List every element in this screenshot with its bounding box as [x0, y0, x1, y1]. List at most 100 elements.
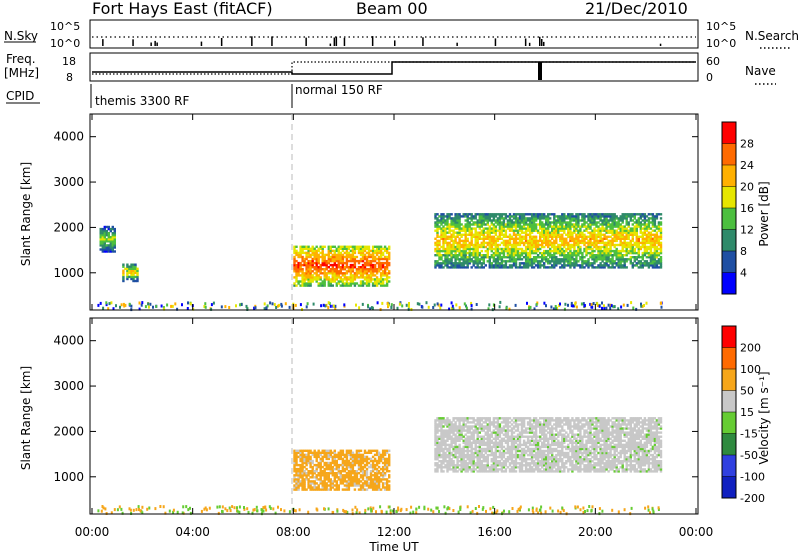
heatmap-cell — [335, 480, 338, 483]
heatmap-cell — [508, 229, 512, 232]
heatmap-cell — [307, 453, 310, 457]
heatmap-cell — [478, 243, 481, 247]
heatmap-cell — [617, 260, 620, 263]
heatmap-cell — [543, 239, 546, 243]
heatmap-cell — [351, 276, 355, 279]
heatmap-cell — [462, 260, 465, 263]
heatmap-cell — [649, 239, 653, 243]
heatmap-cell — [589, 239, 592, 243]
heatmap-cell — [375, 253, 379, 257]
heatmap-cell — [490, 239, 493, 243]
heatmap-cell — [635, 231, 638, 234]
heatmap-cell — [532, 239, 536, 243]
heatmap-cell — [311, 270, 314, 273]
heatmap-cell — [476, 264, 479, 267]
heatmap-cell — [607, 239, 610, 243]
heatmap-cell — [494, 254, 498, 257]
heatmap-cell — [446, 235, 449, 238]
heatmap-cell — [635, 221, 638, 224]
heatmap-cell — [456, 429, 459, 432]
heatmap-cell — [653, 239, 657, 243]
heatmap-cell — [641, 266, 644, 269]
heatmap-cell — [450, 460, 453, 463]
heatmap-cell — [585, 264, 588, 267]
heatmap-cell — [313, 257, 316, 261]
heatmap-cell — [488, 266, 491, 269]
heatmap-cell — [615, 254, 618, 257]
heatmap-cell — [621, 235, 624, 238]
heatmap-cell — [627, 241, 630, 245]
heatmap-cell — [611, 254, 614, 257]
heatmap-cell — [655, 235, 659, 238]
heatmap-cell — [105, 238, 108, 241]
heatmap-cell — [331, 482, 334, 485]
heatmap-cell — [480, 466, 483, 469]
heatmap-cell — [629, 247, 632, 251]
heatmap-cell — [383, 245, 387, 248]
heatmap-cell — [601, 241, 604, 245]
heatmap-cell — [299, 480, 302, 483]
heatmap-cell — [567, 251, 570, 255]
heatmap-cell — [333, 457, 336, 461]
heatmap-cell — [113, 238, 116, 241]
station-title: Fort Hays East (fitACF) — [92, 0, 273, 18]
heatmap-cell — [508, 266, 512, 269]
heatmap-cell — [321, 255, 324, 259]
heatmap-cell — [297, 255, 300, 259]
heatmap-cell — [597, 239, 600, 243]
heatmap-cell — [575, 227, 578, 230]
heatmap-cell — [450, 233, 453, 236]
heatmap-cell — [371, 467, 375, 471]
heatmap-cell — [101, 240, 104, 243]
heatmap-cell — [496, 251, 500, 255]
heatmap-cell — [450, 219, 453, 222]
heatmap-cell — [307, 484, 310, 487]
heatmap-cell — [293, 247, 296, 250]
heatmap-cell — [474, 231, 477, 234]
heatmap-cell — [655, 231, 659, 234]
heatmap-cell — [607, 254, 610, 257]
log-tick-low-left: 10^0 — [50, 37, 80, 50]
heatmap-cell — [655, 254, 659, 257]
heatmap-cell — [375, 467, 379, 471]
heatmap-cell — [492, 266, 496, 269]
heatmap-cell — [526, 239, 530, 243]
heatmap-cell — [299, 463, 302, 467]
heatmap-cell — [514, 237, 518, 240]
heatmap-cell — [474, 427, 477, 430]
heatmap-cell — [539, 231, 542, 234]
heatmap-cell — [512, 256, 516, 259]
heatmap-cell — [436, 466, 439, 469]
heatmap-cell — [365, 272, 369, 275]
heatmap-cell — [353, 274, 357, 277]
heatmap-cell — [446, 221, 449, 224]
heatmap-cell — [295, 280, 298, 283]
heatmap-cell — [319, 247, 322, 250]
heatmap-cell — [657, 235, 661, 238]
heatmap-cell — [460, 466, 463, 469]
heatmap-cell — [575, 215, 578, 218]
heatmap-cell — [599, 219, 602, 222]
heatmap-cell — [383, 467, 387, 471]
heatmap-cell — [293, 263, 296, 267]
heatmap-cell — [454, 451, 457, 455]
heatmap-cell — [472, 470, 475, 473]
heatmap-cell — [381, 247, 385, 250]
heatmap-cell — [369, 270, 373, 273]
heatmap-cell — [456, 462, 459, 465]
heatmap-cell — [657, 225, 661, 228]
heatmap-cell — [645, 223, 649, 226]
heatmap-cell — [520, 217, 524, 220]
heatmap-cell — [464, 229, 467, 232]
heatmap-cell — [450, 458, 453, 461]
heatmap-cell — [377, 259, 381, 263]
ground-scatter-cell — [598, 304, 601, 308]
heatmap-cell — [470, 217, 473, 220]
heatmap-cell — [361, 482, 365, 485]
heatmap-cell — [587, 260, 590, 263]
heatmap-cell — [381, 467, 385, 471]
heatmap-cell — [583, 260, 586, 263]
heatmap-cell — [593, 266, 596, 269]
heatmap-cell — [476, 225, 479, 228]
heatmap-cell — [492, 217, 496, 220]
